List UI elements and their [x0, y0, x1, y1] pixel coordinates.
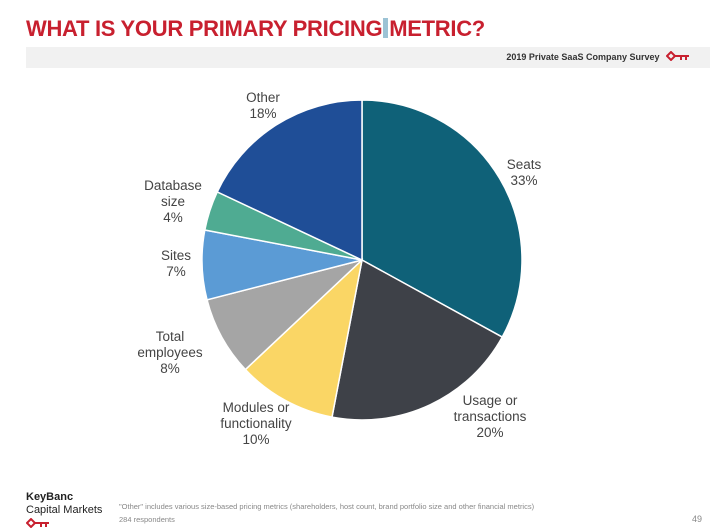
- slice-label: Seats 33%: [507, 157, 542, 188]
- survey-text: 2019 Private SaaS Company Survey: [506, 52, 660, 62]
- logo-key-icon: [26, 518, 49, 528]
- logo-capital-markets: Capital Markets: [26, 504, 103, 516]
- text-cursor: [383, 18, 389, 38]
- logo-keybanc: KeyBanc: [26, 491, 74, 503]
- title-text: WHAT IS YOUR PRIMARY PRICING: [26, 16, 383, 41]
- page-title: WHAT IS YOUR PRIMARY PRICING METRIC?: [26, 16, 485, 42]
- slice-label: Usage or transactions 20%: [454, 393, 527, 440]
- header-band: [26, 47, 710, 68]
- pie-slice-usage-or-transactions: [331, 258, 504, 421]
- footnote: "Other" includes various size-based pric…: [119, 502, 535, 511]
- pie-slice-other: [216, 99, 363, 262]
- respondents-count: 284 respondents: [119, 515, 175, 524]
- slice-label: Other 18%: [246, 90, 280, 121]
- pie-slice-seats: [361, 99, 523, 339]
- slice-label: Sites 7%: [161, 248, 191, 279]
- key-icon: [665, 50, 689, 62]
- title-text-end: METRIC?: [389, 16, 485, 41]
- survey-label: 2019 Private SaaS Company Survey: [506, 50, 690, 62]
- pie-slice-modules-or-functionality: [244, 257, 364, 419]
- slice-label: Total employees 8%: [137, 329, 203, 376]
- slice-label: Modules or functionality 10%: [220, 400, 292, 447]
- page-number: 49: [691, 514, 702, 524]
- slice-label: Database size 4%: [144, 178, 202, 225]
